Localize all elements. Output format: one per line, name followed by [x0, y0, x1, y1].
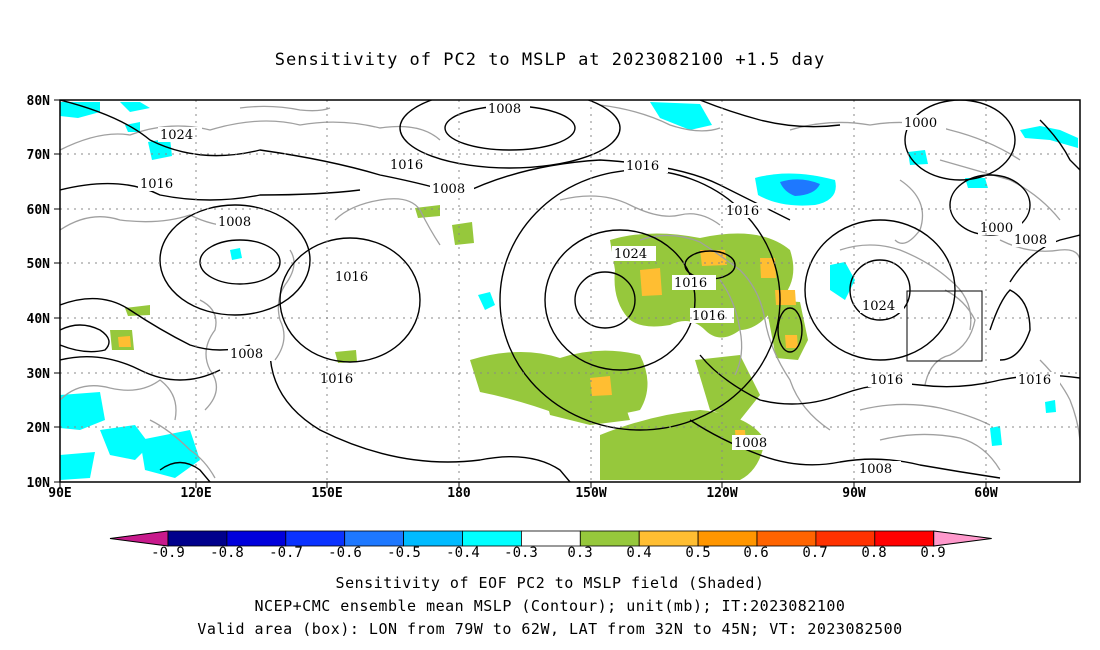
colorbar-segment — [638, 530, 699, 547]
contour-labels: 1008 1024 1016 1016 1008 1016 1008 1016 … — [138, 101, 1060, 477]
contour-label: 1016 — [320, 372, 353, 387]
lat-label: 50N — [27, 257, 51, 272]
lon-label: 150E — [311, 486, 342, 501]
contour-label: 1000 — [980, 221, 1013, 236]
map-title: Sensitivity of PC2 to MSLP at 2023082100… — [274, 50, 826, 70]
colorbar-segment — [167, 530, 228, 547]
colorbar-label: 0.4 — [626, 545, 651, 561]
colorbar-segment — [874, 530, 935, 547]
lon-label: 120E — [180, 486, 211, 501]
contour-label: 1016 — [726, 204, 759, 219]
colorbar-arrow-high — [933, 530, 992, 547]
colorbar-segment — [697, 530, 758, 547]
contour-label: 1016 — [626, 159, 659, 174]
contour-label: 1016 — [674, 276, 707, 291]
colorbar-label: -0.9 — [151, 545, 185, 561]
contour-label: 1016 — [1018, 373, 1051, 388]
colorbar-segment — [462, 530, 522, 547]
colorbar-label: 0.8 — [861, 545, 886, 561]
colorbar-segment — [226, 530, 287, 547]
lat-label: 40N — [27, 312, 51, 327]
contour-label: 1016 — [390, 158, 423, 173]
valid-area-box — [906, 290, 983, 362]
contour-label: 1024 — [614, 247, 647, 262]
axis-ticks — [54, 99, 987, 488]
contour-label: 1008 — [230, 347, 263, 362]
contour-label: 1016 — [335, 270, 368, 285]
contour-label: 1008 — [218, 215, 251, 230]
lon-label: 90W — [842, 486, 866, 501]
latitude-labels: 80N 70N 60N 50N 40N 30N 20N 10N — [27, 94, 51, 491]
colorbar-labels: -0.9 -0.8 -0.7 -0.6 -0.5 -0.4 -0.3 0.3 0… — [151, 545, 946, 561]
colorbar-segment — [344, 530, 405, 547]
colorbar-arrow-low — [109, 530, 169, 547]
coastlines — [60, 104, 1080, 479]
colorbar-segment — [815, 530, 876, 547]
colorbar-segment — [756, 530, 817, 547]
lat-label: 70N — [27, 148, 51, 163]
lon-label: 180 — [447, 486, 471, 501]
colorbar-label: 0.9 — [920, 545, 945, 561]
caption-valid-area: Valid area (box): LON from 79W to 62W, L… — [197, 620, 903, 638]
lat-label: 80N — [27, 94, 51, 109]
contour-label: 1008 — [859, 462, 892, 477]
contour-label: 1008 — [1014, 233, 1047, 248]
caption-contour: NCEP+CMC ensemble mean MSLP (Contour); u… — [254, 597, 846, 615]
lon-label: 90E — [48, 486, 71, 501]
colorbar-segment — [403, 530, 463, 547]
contour-label: 1008 — [488, 102, 521, 117]
contour-label: 1016 — [692, 309, 725, 324]
colorbar-segment — [579, 530, 640, 547]
caption-shading: Sensitivity of EOF PC2 to MSLP field (Sh… — [335, 574, 765, 592]
colorbar-label: 0.3 — [567, 545, 592, 561]
contour-label: 1008 — [734, 436, 767, 451]
contour-label: 1024 — [862, 299, 895, 314]
lon-label: 60W — [974, 486, 998, 501]
colorbar-label: -0.3 — [504, 545, 538, 561]
colorbar-segment — [521, 530, 581, 547]
colorbar-label: -0.6 — [328, 545, 362, 561]
contour-label: 1016 — [870, 373, 903, 388]
contour-label: 1008 — [432, 182, 465, 197]
colorbar-label: 0.5 — [685, 545, 710, 561]
contour-label: 1024 — [160, 128, 193, 143]
lat-label: 60N — [27, 203, 51, 218]
lat-label: 10N — [27, 476, 51, 491]
colorbar-label: -0.4 — [446, 545, 480, 561]
lon-label: 150W — [575, 486, 606, 501]
colorbar-label: -0.5 — [387, 545, 421, 561]
colorbar-label: 0.6 — [743, 545, 768, 561]
lat-label: 20N — [27, 421, 51, 436]
contour-label: 1016 — [140, 177, 173, 192]
colorbar-segment — [285, 530, 346, 547]
map-frame — [59, 99, 1081, 483]
colorbar — [109, 530, 992, 547]
colorbar-label: -0.7 — [269, 545, 303, 561]
colorbar-label: 0.7 — [802, 545, 827, 561]
colorbar-label: -0.8 — [210, 545, 244, 561]
contour-label: 1000 — [904, 116, 937, 131]
lon-label: 120W — [706, 486, 737, 501]
lat-label: 30N — [27, 367, 51, 382]
lat-lon-grid — [60, 100, 1080, 482]
longitude-labels: 90E 120E 150E 180 150W 120W 90W 60W — [48, 486, 998, 501]
